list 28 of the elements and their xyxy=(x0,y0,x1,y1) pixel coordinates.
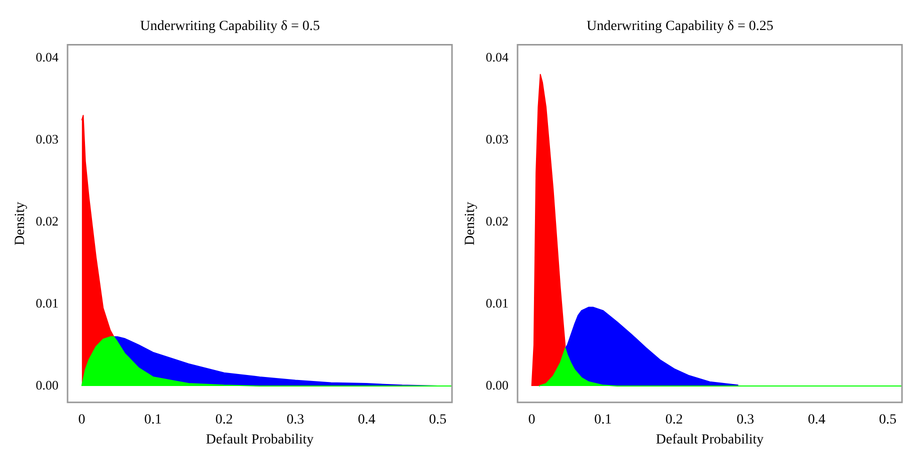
x-tick-label: 0.3 xyxy=(736,412,754,428)
y-tick-label: 0.01 xyxy=(486,295,509,310)
y-axis-title: Density xyxy=(463,202,478,246)
y-tick-label: 0.03 xyxy=(36,131,59,146)
x-tick-label: 0.4 xyxy=(808,412,826,428)
x-tick-label: 0.5 xyxy=(879,412,897,428)
y-tick-label: 0.00 xyxy=(486,377,509,392)
chart-title: Underwriting Capability δ = 0.25 xyxy=(586,19,774,34)
x-tick-label: 0.1 xyxy=(144,412,162,428)
x-tick-label: 0.2 xyxy=(665,412,683,428)
x-tick-label: 0.3 xyxy=(286,412,304,428)
x-tick-label: 0 xyxy=(528,412,536,428)
y-tick-label: 0.04 xyxy=(486,49,510,64)
x-tick-label: 0.1 xyxy=(594,412,612,428)
x-tick-label: 0 xyxy=(78,412,86,428)
y-tick-label: 0.02 xyxy=(36,213,59,228)
y-tick-label: 0.01 xyxy=(36,295,59,310)
y-axis-title: Density xyxy=(13,202,28,246)
x-tick-label: 0.5 xyxy=(429,412,447,428)
chart-title: Underwriting Capability δ = 0.5 xyxy=(140,19,320,34)
y-tick-label: 0.02 xyxy=(486,213,509,228)
x-axis-title: Default Probability xyxy=(206,432,314,448)
y-tick-label: 0.00 xyxy=(36,377,59,392)
y-tick-label: 0.04 xyxy=(36,49,60,64)
y-tick-label: 0.03 xyxy=(486,131,509,146)
x-tick-label: 0.2 xyxy=(215,412,233,428)
x-axis-title: Default Probability xyxy=(656,432,764,448)
x-tick-label: 0.4 xyxy=(358,412,376,428)
